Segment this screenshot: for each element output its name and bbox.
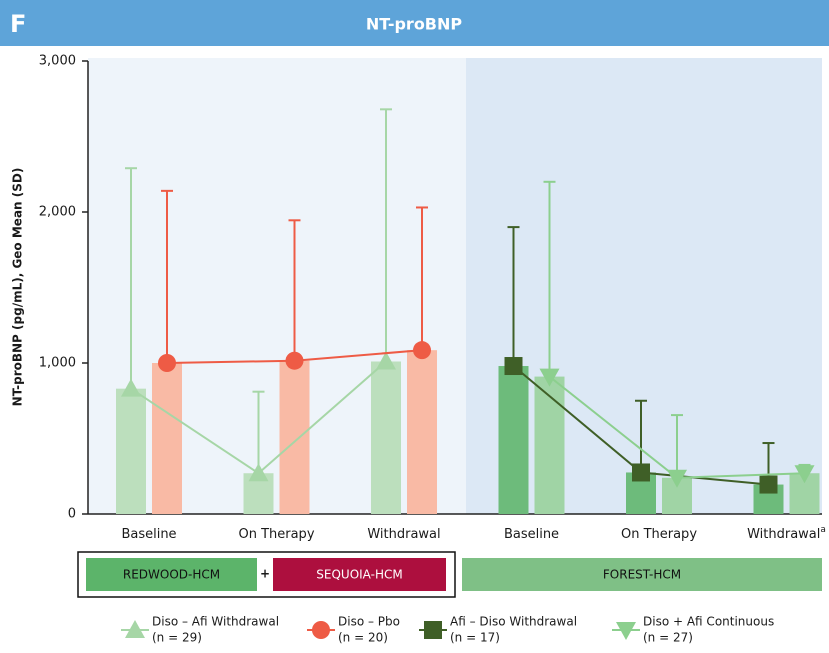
marker: [632, 463, 650, 482]
group-box: [77, 551, 456, 598]
marker: [121, 378, 141, 397]
marker: [539, 368, 560, 387]
marker: [376, 351, 396, 370]
y-tick-label: 3,000: [39, 54, 76, 69]
legend-label: Diso – Pbo: [338, 615, 400, 629]
legend-marker: [424, 621, 442, 639]
x-tick-label: Baseline: [504, 527, 559, 542]
legend-label: Diso + Afi Continuous: [643, 615, 774, 629]
marker: [158, 354, 176, 372]
legend-n: (n = 27): [643, 631, 693, 645]
chart-title: NT-proBNP: [366, 15, 463, 34]
marker: [248, 463, 269, 482]
marker: [759, 475, 778, 494]
panel-left: [88, 58, 466, 514]
bar: [498, 366, 529, 514]
legend-marker: [312, 621, 330, 639]
bar: [116, 388, 146, 514]
marker: [667, 469, 687, 488]
legend-n: (n = 29): [152, 631, 202, 645]
x-tick-label: Withdrawala: [747, 525, 826, 542]
marker: [413, 341, 431, 360]
panel-letter: F: [10, 10, 26, 38]
legend-marker: [125, 620, 145, 638]
header-bar: [0, 0, 829, 46]
legend-label: Diso – Afi Withdrawal: [152, 615, 279, 629]
marker: [285, 351, 304, 370]
group-joiner: +: [260, 567, 270, 581]
marker: [794, 465, 815, 484]
marker: [504, 357, 523, 376]
group-label: FOREST-HCM: [603, 568, 681, 582]
group-label: SEQUOIA-HCM: [316, 568, 402, 582]
category-text: On Therapy: [621, 527, 697, 542]
x-tick-label: Withdrawal: [367, 527, 440, 542]
group-box: [273, 558, 446, 591]
bar: [371, 361, 401, 514]
bar: [407, 350, 437, 514]
group-box: [86, 558, 257, 591]
footnote-mark: a: [820, 525, 826, 535]
bar: [279, 360, 310, 514]
legend-label: Afi – Diso Withdrawal: [450, 615, 577, 629]
category-text: Withdrawal: [747, 527, 820, 542]
legend-n: (n = 20): [338, 631, 388, 645]
category-text: Baseline: [504, 527, 559, 542]
x-tick-label: On Therapy: [238, 527, 314, 542]
y-tick-label: 0: [68, 507, 76, 522]
legend-marker: [616, 622, 636, 640]
x-tick-label: Baseline: [121, 527, 176, 542]
group-label: REDWOOD-HCM: [123, 568, 220, 582]
y-axis-label: NT-proBNP (pg/mL), Geo Mean (SD): [11, 168, 25, 407]
y-tick-label: 2,000: [39, 205, 76, 220]
y-tick-label: 1,000: [39, 356, 76, 371]
group-box: [462, 558, 822, 591]
category-text: Withdrawal: [367, 527, 440, 542]
category-text: On Therapy: [238, 527, 314, 542]
bar: [534, 376, 565, 514]
legend-n: (n = 17): [450, 631, 500, 645]
category-text: Baseline: [121, 527, 176, 542]
x-tick-label: On Therapy: [621, 527, 697, 542]
bar: [152, 363, 182, 514]
